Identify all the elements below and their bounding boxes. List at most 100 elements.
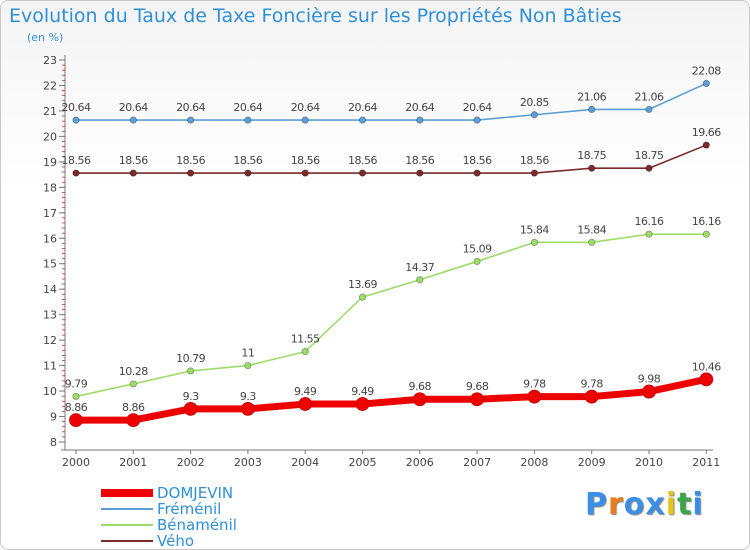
y-tick-label: 15 <box>43 258 57 271</box>
data-point <box>530 111 539 119</box>
legend-item-veho: Vého <box>101 533 237 549</box>
legend-label: Bénaménil <box>157 516 237 534</box>
legend-swatch <box>101 508 153 510</box>
data-label: 20.64 <box>405 101 434 114</box>
data-label: 9.49 <box>351 385 374 398</box>
data-point <box>584 389 599 404</box>
x-tick-label: 2006 <box>406 456 434 469</box>
data-label: 11.55 <box>291 333 320 346</box>
series-line <box>75 82 708 121</box>
data-label: 20.85 <box>520 96 549 109</box>
data-label: 18.56 <box>463 154 492 167</box>
data-point <box>473 116 481 124</box>
logo-letter: i <box>665 487 678 522</box>
data-label: 8.86 <box>65 401 88 414</box>
data-point <box>358 169 367 177</box>
data-point <box>126 413 141 427</box>
data-point <box>187 116 195 124</box>
data-label: 22.08 <box>692 64 721 77</box>
data-point <box>645 230 653 238</box>
y-tick-label: 13 <box>43 309 57 322</box>
data-point <box>699 372 714 387</box>
data-label: 18.56 <box>291 154 320 167</box>
data-point <box>301 116 309 124</box>
data-point <box>702 141 710 149</box>
y-tick-label: 10 <box>43 385 57 398</box>
data-point <box>301 347 309 356</box>
series-line <box>75 233 708 398</box>
data-point <box>473 169 481 177</box>
data-point <box>530 238 539 246</box>
legend-label: DOMJEVIN <box>157 484 234 502</box>
data-label: 18.56 <box>348 154 377 167</box>
legend: DOMJEVIN Fréménil Bénaménil Vého <box>101 485 237 549</box>
y-tick-label: 23 <box>43 54 57 67</box>
data-point <box>358 116 367 124</box>
x-tick-label: 2002 <box>177 456 205 469</box>
data-label: 9.3 <box>240 390 256 403</box>
x-tick-label: 2009 <box>578 456 606 469</box>
legend-swatch <box>101 540 153 542</box>
data-label: 15.84 <box>577 223 606 236</box>
data-point <box>416 276 424 284</box>
data-point <box>702 230 710 238</box>
data-label: 9.79 <box>65 377 88 390</box>
data-point <box>473 257 481 266</box>
chart-subtitle: (en %) <box>27 31 64 44</box>
data-label: 20.64 <box>233 101 262 114</box>
logo-letter: r <box>608 487 624 522</box>
x-tick-label: 2011 <box>692 456 720 469</box>
data-point <box>358 293 367 301</box>
data-label: 18.56 <box>405 154 434 167</box>
y-tick-label: 14 <box>43 283 57 296</box>
y-tick-label: 18 <box>43 181 57 194</box>
x-tick-label: 2003 <box>234 456 262 469</box>
data-point <box>72 392 80 401</box>
data-label: 18.56 <box>119 154 148 167</box>
y-tick-label: 11 <box>43 360 57 373</box>
data-label: 9.3 <box>183 390 199 403</box>
data-label: 10.79 <box>176 352 205 365</box>
data-label: 11 <box>241 347 254 360</box>
x-tick-label: 2001 <box>119 456 147 469</box>
data-point <box>244 169 252 177</box>
legend-swatch <box>101 524 153 526</box>
series-line <box>75 144 708 174</box>
x-tick-label: 2004 <box>291 456 319 469</box>
data-point <box>183 401 198 416</box>
data-point <box>129 380 137 388</box>
x-tick-label: 2010 <box>635 456 663 469</box>
logo-letter: i <box>692 487 704 522</box>
y-tick-label: 22 <box>43 79 57 92</box>
y-tick-label: 21 <box>43 105 57 118</box>
data-point <box>588 105 596 114</box>
data-label: 16.16 <box>692 215 721 228</box>
data-label: 8.86 <box>122 401 145 414</box>
y-tick-label: 9 <box>50 411 57 424</box>
data-point <box>642 384 656 399</box>
data-point <box>187 367 195 375</box>
legend-label: Fréménil <box>157 500 222 518</box>
data-point <box>355 397 370 411</box>
data-point <box>588 164 596 172</box>
data-point <box>416 116 424 124</box>
data-label: 19.66 <box>692 126 721 139</box>
data-label: 9.68 <box>409 380 432 393</box>
data-label: 9.98 <box>638 373 661 386</box>
x-tick-label: 2007 <box>463 456 491 469</box>
data-label: 10.46 <box>692 360 721 373</box>
data-label: 20.64 <box>463 101 492 114</box>
data-point <box>470 392 485 407</box>
data-label: 18.56 <box>233 154 262 167</box>
data-point <box>244 361 252 370</box>
data-point <box>69 413 83 427</box>
data-point <box>527 389 542 404</box>
data-label: 20.64 <box>348 101 377 114</box>
data-label: 9.78 <box>580 378 603 391</box>
data-label: 15.84 <box>520 223 549 236</box>
data-label: 18.75 <box>577 149 606 162</box>
data-label: 9.49 <box>294 385 317 398</box>
data-label: 20.64 <box>176 101 205 114</box>
data-label: 13.69 <box>348 278 377 291</box>
data-point <box>129 116 137 124</box>
